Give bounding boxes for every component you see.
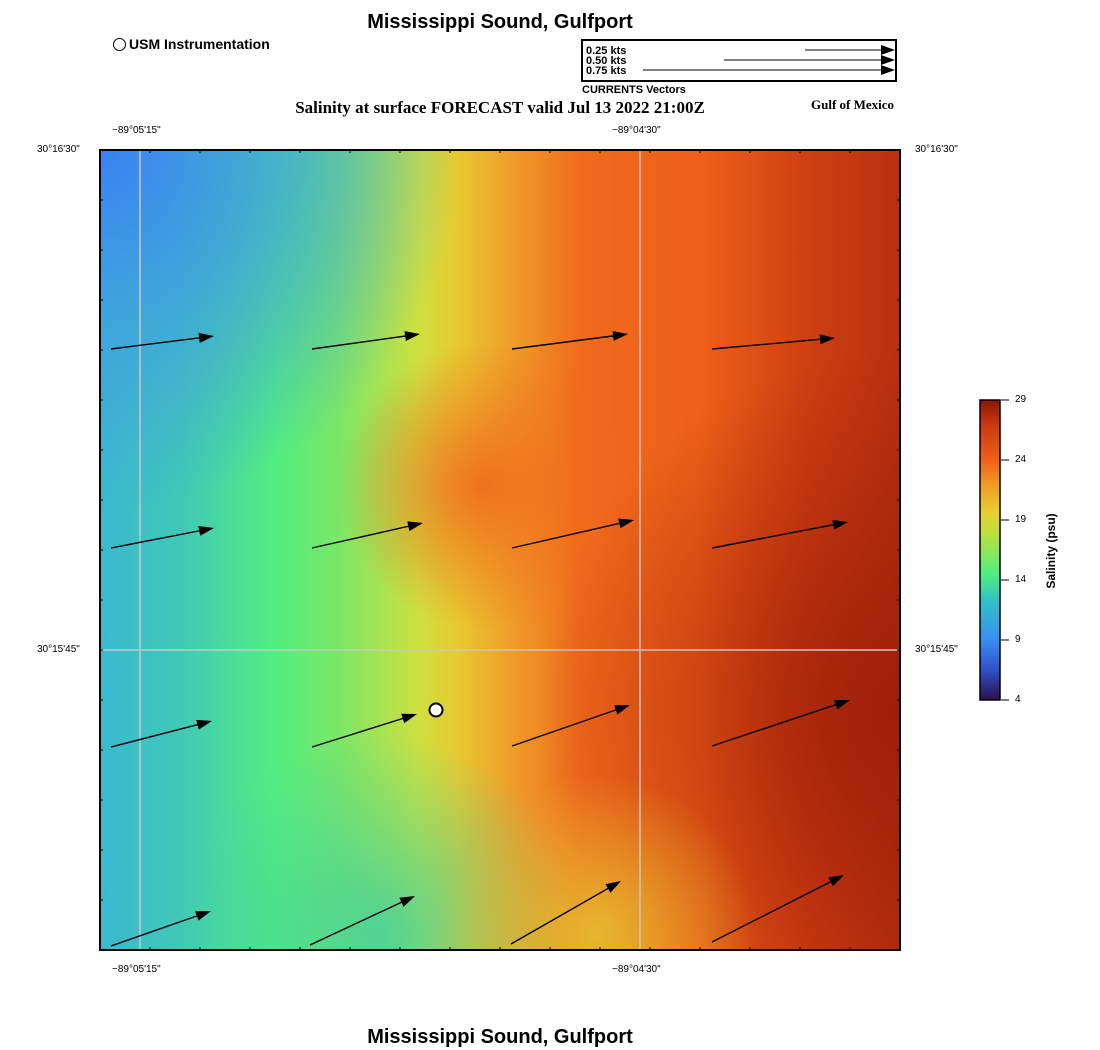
- arrowhead-icon: [404, 331, 420, 342]
- vector-legend-title: CURRENTS Vectors: [582, 84, 686, 96]
- current-vector: [311, 524, 413, 549]
- arrowhead-icon: [195, 911, 211, 921]
- arrowhead-icon: [198, 332, 214, 343]
- current-vector: [110, 722, 203, 748]
- lat-label-right: 30°15'45": [915, 644, 958, 655]
- current-vector: [311, 334, 410, 350]
- salinity-colorbar: [979, 399, 1001, 701]
- colorbar-tick-label: 14: [1015, 574, 1027, 585]
- arrowhead-icon: [198, 525, 214, 536]
- colorbar-tick-label: 24: [1015, 454, 1027, 465]
- map-title: Mississippi Sound, Gulfport: [367, 11, 633, 33]
- station-legend-label: USM Instrumentation: [129, 36, 270, 52]
- arrowhead-icon: [196, 719, 212, 730]
- vector-legend-entry: 0.75 kts: [586, 65, 627, 77]
- colorbar-tick-label: 9: [1015, 634, 1021, 645]
- current-vector: [711, 703, 837, 747]
- arrowhead-icon: [832, 519, 848, 530]
- salinity-field-yellow: [99, 149, 901, 951]
- current-vector: [511, 522, 622, 549]
- lon-label-top: −89°05'15": [112, 125, 161, 136]
- colorbar-ticks: [1001, 399, 1009, 701]
- colorbar-label: Salinity (psu): [1044, 513, 1058, 589]
- arrowhead-icon: [407, 521, 423, 532]
- station-marker-icon: [113, 37, 126, 51]
- station-legend: USM Instrumentation: [113, 36, 270, 52]
- vector-legend: 0.25 kts 0.50 kts 0.75 kts: [581, 39, 897, 82]
- arrowhead-icon: [401, 713, 417, 724]
- salinity-map[interactable]: [99, 149, 901, 951]
- frame-ticks: [99, 149, 901, 951]
- current-vector: [510, 886, 611, 945]
- arrowhead-icon: [399, 896, 415, 907]
- arrowhead-icon: [834, 700, 850, 710]
- lat-label-right: 30°16'30": [915, 144, 958, 155]
- map-subtitle: Salinity at surface FORECAST valid Jul 1…: [295, 98, 705, 117]
- current-vector: [311, 716, 407, 748]
- current-vector: [511, 708, 619, 747]
- colorbar-tick-label: 19: [1015, 514, 1027, 525]
- vector-legend-entry: 0.50 kts: [586, 55, 627, 67]
- arrowhead-icon: [881, 45, 895, 55]
- lon-label-bottom: −89°05'15": [112, 964, 161, 975]
- lat-label-left: 30°15'45": [37, 644, 80, 655]
- colorbar-tick-label: 29: [1015, 394, 1027, 405]
- map-footer-title: Mississippi Sound, Gulfport: [367, 1026, 633, 1048]
- lat-label-left: 30°16'30": [37, 144, 80, 155]
- arrowhead-icon: [819, 334, 835, 345]
- current-vector: [711, 881, 832, 943]
- vector-legend-entry: 0.25 kts: [586, 45, 627, 57]
- current-vector: [110, 336, 204, 350]
- arrowhead-icon: [614, 705, 630, 715]
- lon-label-top: −89°04'30": [612, 125, 661, 136]
- current-vector: [711, 338, 823, 350]
- current-vector: [309, 900, 405, 946]
- arrowhead-icon: [881, 65, 895, 75]
- arrowhead-icon: [828, 875, 844, 887]
- current-vector: [711, 523, 835, 549]
- arrowhead-icon: [881, 55, 895, 65]
- current-vector: [110, 529, 204, 549]
- current-vectors: [110, 330, 850, 947]
- current-vector: [110, 913, 202, 947]
- arrowhead-icon: [618, 518, 634, 529]
- colorbar-scale: [979, 399, 1001, 701]
- graticule: [99, 149, 901, 951]
- current-vector: [511, 334, 617, 350]
- colorbar-tick-label: 4: [1015, 694, 1021, 705]
- region-label: Gulf of Mexico: [811, 97, 895, 112]
- usm-station-marker[interactable]: [428, 702, 444, 718]
- vector-legend-arrows: [643, 45, 895, 75]
- arrowhead-icon: [605, 881, 621, 893]
- lon-label-bottom: −89°04'30": [612, 964, 661, 975]
- arrowhead-icon: [612, 330, 628, 341]
